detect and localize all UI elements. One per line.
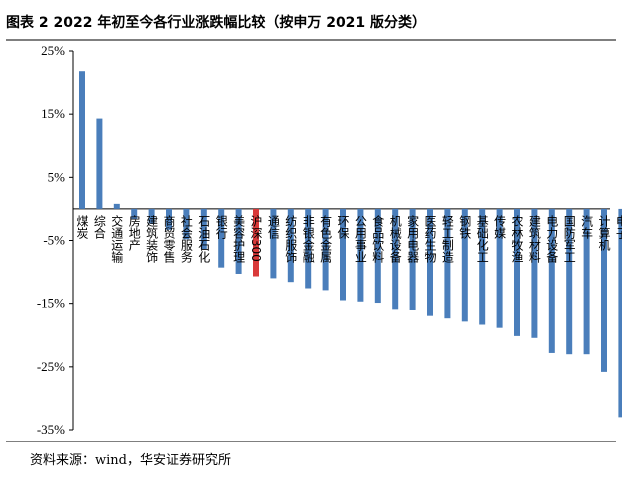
bar-2 — [96, 118, 103, 209]
category-label: 传媒 — [493, 213, 507, 238]
bar-7 — [183, 208, 190, 240]
bar-18 — [374, 208, 381, 304]
category-label: 沪深300 — [249, 214, 263, 261]
bar-23 — [461, 208, 468, 322]
bar-20 — [409, 208, 416, 310]
bar-21 — [427, 208, 433, 316]
bar-16 — [340, 208, 346, 301]
y-tick-label: -15% — [37, 296, 65, 311]
bar-chart: 25% 15% 5% -5% -15% -25% -35% 煤炭 综合 交通运输 房地产 建筑装饰商… — [37, 43, 622, 437]
y-tick-label: -35% — [37, 422, 65, 437]
category-label: 家用电器 — [406, 213, 420, 263]
y-tick-label: -5% — [43, 233, 65, 248]
bar-22 — [444, 208, 451, 319]
bar-13 — [287, 208, 294, 283]
bar-25 — [496, 208, 503, 328]
bar-26 — [514, 208, 520, 336]
bar-32 — [618, 208, 622, 418]
category-label: 非银金融 — [301, 214, 315, 263]
category-label: 计算机 — [597, 214, 611, 250]
category-label: 银行 — [214, 214, 228, 238]
category-label: 综合 — [92, 214, 106, 238]
category-label: 美容护理 — [232, 214, 246, 262]
category-label: 电力设备 — [545, 214, 559, 263]
category-label: 电子 — [614, 214, 622, 238]
chart-title: 图表 2 2022 年初至今各行业涨跌幅比较（按申万 2021 版分类） — [6, 15, 427, 31]
category-label: 有色金属 — [319, 214, 333, 263]
category-label: 钢铁 — [458, 214, 472, 238]
category-label: 房地产 — [127, 213, 141, 251]
category-label: 社会服务 — [179, 213, 193, 262]
bar-10 — [235, 208, 242, 274]
bar-4 — [131, 208, 138, 220]
category-label: 石油石化 — [197, 215, 211, 264]
source-note: 资料来源：wind，华安证券研究所 — [30, 453, 231, 468]
category-label: 环保 — [336, 215, 350, 239]
bar-29 — [566, 208, 573, 355]
bar-8 — [200, 208, 207, 250]
category-label: 通信 — [266, 214, 280, 239]
y-tick-label: 5% — [48, 169, 66, 184]
bottom-rule — [6, 441, 616, 442]
bar-12 — [270, 208, 277, 279]
bar-24 — [479, 208, 486, 325]
category-label: 国防军工 — [562, 215, 576, 263]
category-label: 公用事业 — [353, 215, 367, 263]
bar-28 — [548, 208, 555, 353]
y-tick-label: -25% — [37, 359, 65, 374]
bar-17 — [357, 208, 364, 302]
category-label: 汽车 — [580, 213, 594, 239]
category-label: 食品饮料 — [371, 213, 385, 262]
bar-9 — [218, 208, 225, 268]
category-label: 机械设备 — [388, 214, 402, 263]
bar-31 — [601, 208, 607, 372]
y-ticks: 25% 15% 5% -5% -15% -25% -35% — [37, 43, 73, 437]
bar-3 — [113, 203, 120, 209]
category-label: 商贸零售 — [162, 213, 176, 262]
category-label: 交通运输 — [110, 213, 124, 263]
bar-15 — [322, 208, 329, 291]
top-rule — [6, 39, 616, 41]
category-label: 纺织服饰 — [284, 214, 298, 262]
bar-27 — [531, 208, 538, 338]
category-label: 煤炭 — [75, 214, 89, 239]
bars — [79, 71, 622, 418]
category-label: 农林牧渔 — [510, 214, 524, 262]
bar-30 — [583, 208, 590, 355]
category-label: 建筑材料 — [527, 214, 541, 262]
y-tick-label: 25% — [41, 43, 65, 58]
y-tick-label: 15% — [41, 106, 65, 121]
category-label: 医药生物 — [423, 215, 437, 263]
bar-6 — [166, 208, 172, 230]
bar-19 — [392, 208, 399, 310]
category-labels: 煤炭 综合 交通运输 房地产 建筑装饰 商贸零售 社会服务 石油石化 银行 美容护理 沪深300 通信… — [75, 213, 622, 263]
category-label: 建筑装饰 — [145, 214, 159, 262]
bar-11 — [253, 208, 259, 277]
category-label: 基础化工 — [475, 214, 489, 262]
bar-14 — [305, 208, 312, 289]
bar-1 — [79, 71, 85, 209]
bar-5 — [148, 208, 155, 224]
category-label: 轻工制造 — [440, 214, 454, 262]
